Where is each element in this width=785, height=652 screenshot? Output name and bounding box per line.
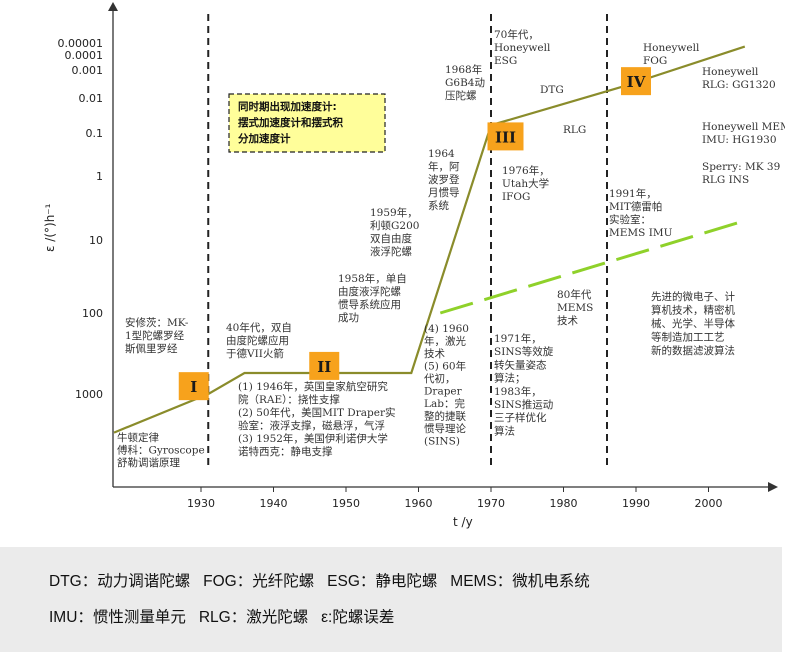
annotation-a11: DTG [540, 84, 564, 96]
x-tick-label: 1980 [550, 497, 578, 510]
annotation-a9: (4) 1960 年，激光技术(5) 60年代初， Draper Lab：完整的捷联惯… [424, 323, 469, 448]
axes [108, 2, 778, 492]
stage-box [309, 351, 340, 380]
annotation-a5: 1958年，单自由度液浮陀螺惯导系统应用成功 [338, 272, 407, 324]
x-tick-label: 1990 [622, 497, 650, 510]
annotation-a20: Sperry: MK 39 RLG INS [702, 161, 780, 186]
annotation-a12: RLG [563, 124, 586, 136]
y-tick-label: 0.01 [79, 92, 104, 105]
stage-label: II [317, 358, 331, 376]
annotation-a16: 1991年， MIT德雷帕实验室： MEMS IMU [609, 187, 673, 239]
series-line-dashed [439, 219, 746, 315]
note-box-frame [228, 93, 386, 153]
y-tick-label: 1000 [75, 388, 103, 401]
annotation-a21: 先进的微电子、计算机技术，精密机械、光学、半导体等制造加工工艺新的数据滤波算法 [651, 290, 735, 357]
x-tick-label: 1960 [405, 497, 433, 510]
note-line: 摆式加速度计和摆式积 [238, 116, 343, 129]
gyro-development-chart: 1930 1940 1950 1960 1970 1980 1990 2000 0.00001… [43, 2, 785, 529]
y-tick-label: 100 [82, 307, 103, 320]
annotation-a1: 牛顿定律傅科：Gyroscope 舒勒调谐原理 [117, 431, 205, 469]
y-axis-label: ε /(°)h⁻¹ [43, 203, 57, 252]
y-tick-label: 10 [89, 234, 103, 247]
y-tick-label: 0.1 [86, 127, 104, 140]
stage-box [178, 372, 209, 401]
stage-label: III [495, 128, 516, 146]
annotation-a17: Honeywell FOG [643, 42, 700, 67]
stage-box [487, 122, 524, 151]
stage-box [621, 67, 651, 96]
y-axis-arrow-icon [108, 2, 118, 11]
note-line: 同时期出现加速度计: [238, 100, 337, 113]
x-tick-label: 1930 [187, 497, 215, 510]
annotation-a10: 70年代， Honeywell ESG [494, 28, 551, 67]
y-tick-label: 0.0001 [65, 49, 104, 62]
x-tick-labels: 1930 1940 1950 1960 1970 1980 1990 2000 [187, 487, 723, 510]
annotation-a4: (1) 1946年，英国皇家航空研究院（RAE）：挠性支撑(2) 50年代，美国… [238, 380, 395, 458]
abbreviation-legend: DTG：动力调谐陀螺 FOG：光纤陀螺 ESG：静电陀螺 MEMS：微机电系统 … [0, 547, 782, 652]
annotation-a18: Honeywell RLG: GG1320 [702, 66, 776, 91]
annotations: 牛顿定律傅科：Gyroscope 舒勒调谐原理 安修茨：MK-1型陀螺罗经斯佩里罗经… [117, 28, 785, 469]
x-tick-label: 1940 [260, 497, 288, 510]
x-axis-label: t /y [453, 515, 473, 529]
y-tick-label: 0.00001 [58, 37, 104, 50]
note-line: 分加速度计 [238, 132, 291, 145]
period-dividers [207, 14, 608, 470]
stage-label: IV [627, 73, 646, 91]
annotation-a13: 1976年， Utah大学 IFOG [502, 164, 550, 203]
x-tick-label: 1950 [332, 497, 360, 510]
stage-label: I [190, 378, 197, 396]
annotation-a6: 1959年，利顿G200 双自由度液浮陀螺 [370, 206, 419, 258]
legend-line-1: DTG：动力调谐陀螺 FOG：光纤陀螺 ESG：静电陀螺 MEMS：微机电系统 [49, 573, 590, 590]
annotation-a15: 80年代 MEMS 技术 [557, 288, 593, 327]
annotation-a8: 1968年 G6B4动压陀螺 [445, 63, 485, 102]
x-axis-arrow-icon [768, 482, 778, 492]
annotation-a7: 1964 年，阿波罗登月惯导系统 [428, 148, 460, 212]
y-tick-label: 0.001 [72, 64, 104, 77]
annotation-a3: 40年代，双自由度陀螺应用于德VII火箭 [226, 321, 292, 360]
annotation-a14: 1971年， SINS等效旋转矢量姿态算法； 1983年， SINS推运动三子样优化算… [494, 332, 554, 437]
x-tick-label: 1970 [477, 497, 505, 510]
annotation-a2: 安修茨：MK-1型陀螺罗经斯佩里罗经 [125, 316, 189, 355]
legend-line-2: IMU：惯性测量单元 RLG：激光陀螺 ε:陀螺误差 [49, 609, 395, 626]
x-tick-label: 2000 [695, 497, 723, 510]
y-tick-label: 1 [96, 170, 103, 183]
